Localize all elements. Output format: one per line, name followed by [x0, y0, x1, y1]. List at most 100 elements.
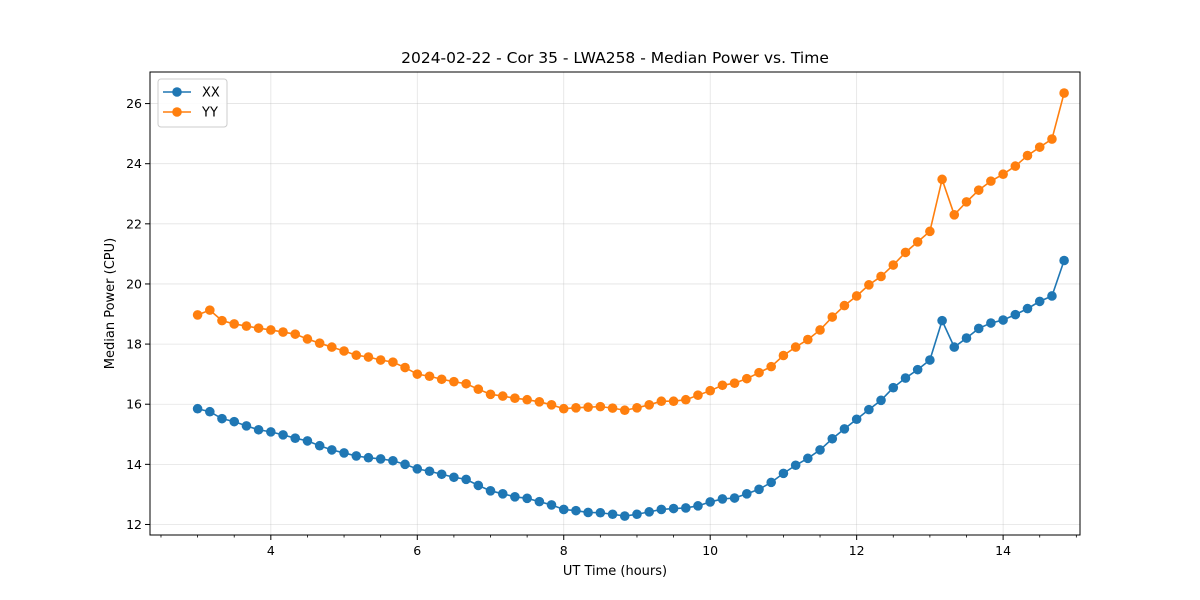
data-point [729, 378, 740, 388]
data-point [534, 496, 545, 507]
data-point [510, 492, 520, 502]
data-point [375, 454, 386, 464]
data-point [729, 493, 740, 503]
data-point [558, 504, 569, 515]
data-point [778, 350, 789, 361]
x-tick-label: 8 [560, 543, 568, 558]
data-point [436, 469, 447, 480]
data-point [961, 197, 972, 207]
data-point [607, 509, 618, 520]
data-point [546, 500, 557, 510]
legend-label: YY [201, 106, 218, 121]
data-point [717, 380, 728, 391]
data-point [229, 416, 240, 427]
data-point [1059, 88, 1069, 98]
data-point [1010, 309, 1021, 320]
data-point [388, 455, 398, 466]
data-point [205, 305, 215, 315]
x-tick-label: 12 [849, 543, 865, 558]
data-point [522, 493, 532, 504]
data-point [1022, 303, 1033, 314]
data-point [583, 507, 593, 518]
data-point [278, 430, 288, 440]
data-point [314, 440, 325, 451]
data-point [546, 400, 557, 410]
data-point [827, 312, 838, 322]
data-point [937, 174, 947, 185]
data-point [607, 403, 618, 413]
data-point [632, 509, 642, 520]
data-point [888, 382, 899, 393]
chart-title: 2024-02-22 - Cor 35 - LWA258 - Median Po… [401, 49, 829, 67]
data-point [876, 395, 886, 406]
data-point [815, 325, 825, 335]
data-point [522, 394, 532, 405]
data-point [217, 413, 227, 424]
data-point [424, 466, 435, 477]
y-axis-label: Median Power (CPU) [103, 238, 118, 369]
y-tick-label: 26 [126, 96, 142, 111]
data-point [290, 329, 301, 339]
data-point [986, 318, 996, 328]
data-point [656, 396, 667, 407]
data-point [693, 501, 703, 511]
data-point [1034, 142, 1045, 152]
data-point [363, 352, 374, 362]
data-point [327, 445, 337, 455]
data-point [925, 355, 935, 365]
y-tick-label: 20 [126, 276, 142, 291]
axis-ticks: 4 6 8 10 12 14 12 14 16 18 20 22 24 26 [126, 96, 1077, 558]
data-point [864, 280, 874, 290]
data-point [851, 291, 862, 301]
data-point [1047, 134, 1057, 144]
data-point [241, 421, 252, 431]
data-point [327, 342, 337, 352]
data-point [949, 210, 960, 220]
data-point [949, 342, 960, 352]
legend-marker [172, 107, 182, 117]
data-point [266, 325, 276, 335]
x-tick-label: 10 [702, 543, 718, 558]
data-point [973, 323, 984, 334]
data-point [497, 489, 508, 499]
data-point [961, 333, 972, 343]
series-layer [192, 88, 1069, 521]
data-point [705, 497, 715, 507]
data-point [571, 403, 581, 413]
data-point [644, 507, 654, 517]
data-point [400, 459, 410, 470]
y-tick-label: 22 [126, 216, 142, 231]
data-point [266, 427, 276, 437]
data-point [339, 448, 349, 458]
data-point [766, 477, 776, 488]
data-point [583, 402, 593, 413]
data-point [998, 315, 1008, 325]
plot-frame [149, 71, 1081, 536]
x-tick-label: 6 [413, 543, 421, 558]
y-tick-label: 18 [126, 337, 142, 352]
data-point [192, 310, 203, 320]
data-point [217, 315, 227, 326]
data-point [815, 445, 825, 455]
data-point [717, 494, 728, 504]
x-axis-label: UT Time (hours) [563, 564, 667, 579]
data-point [705, 385, 715, 396]
x-tick-label: 4 [267, 543, 275, 558]
data-point [790, 460, 801, 471]
data-point [912, 364, 923, 375]
data-point [375, 355, 386, 365]
data-point [424, 371, 435, 382]
data-point [876, 271, 886, 282]
data-point [278, 327, 288, 337]
data-point [1034, 296, 1045, 307]
data-point [790, 342, 801, 352]
data-point [351, 451, 362, 461]
data-point [742, 373, 752, 384]
data-point [412, 369, 423, 379]
data-point [937, 315, 947, 326]
data-point [388, 357, 398, 367]
data-point [693, 390, 703, 400]
data-point [632, 403, 642, 413]
data-point [1022, 150, 1033, 161]
data-point [534, 397, 545, 407]
